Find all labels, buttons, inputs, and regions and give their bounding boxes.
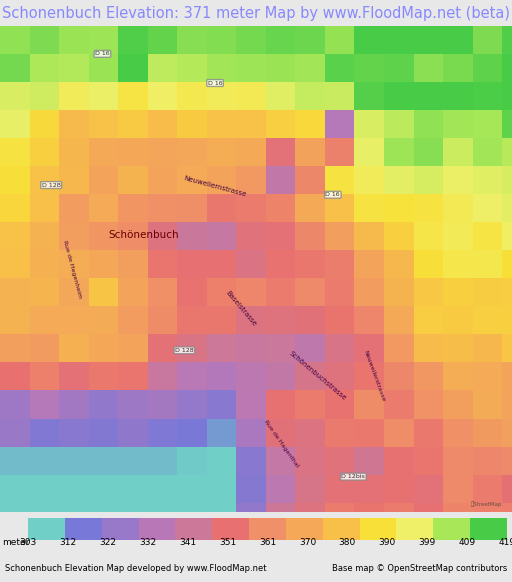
Text: Rue de Hegenheim: Rue de Hegenheim: [61, 240, 82, 299]
Text: 361: 361: [259, 538, 276, 547]
Text: 312: 312: [59, 538, 77, 547]
Bar: [212, 518, 249, 540]
Text: D 128: D 128: [175, 348, 194, 353]
Bar: [470, 518, 507, 540]
Text: Schönenbuchstrasse: Schönenbuchstrasse: [288, 350, 347, 402]
Bar: [139, 518, 176, 540]
Bar: [396, 518, 433, 540]
Text: 303: 303: [19, 538, 37, 547]
Bar: [433, 518, 470, 540]
Text: 370: 370: [299, 538, 316, 547]
Text: Schonenbuch Elevation: 371 meter Map by www.FloodMap.net (beta): Schonenbuch Elevation: 371 meter Map by …: [2, 6, 510, 20]
Text: D 12bis: D 12bis: [342, 474, 365, 479]
Text: 399: 399: [418, 538, 436, 547]
Bar: [249, 518, 286, 540]
Text: Neuweilerstrasse: Neuweilerstrasse: [362, 350, 386, 402]
Text: D 16: D 16: [208, 80, 222, 86]
Bar: [359, 518, 396, 540]
Text: Schönenbuch: Schönenbuch: [108, 230, 179, 240]
Text: 390: 390: [378, 538, 396, 547]
Text: 409: 409: [458, 538, 476, 547]
Text: Rue de Hagenthal: Rue de Hagenthal: [263, 420, 300, 469]
Text: meter: meter: [2, 538, 29, 547]
Bar: [102, 518, 139, 540]
Text: 380: 380: [338, 538, 356, 547]
Text: D 12B: D 12B: [41, 183, 61, 187]
Text: D 16: D 16: [95, 51, 110, 56]
Bar: [65, 518, 102, 540]
Text: 419: 419: [498, 538, 512, 547]
Text: Baselstrasse: Baselstrasse: [224, 289, 257, 327]
Text: Base map © OpenStreetMap contributors: Base map © OpenStreetMap contributors: [332, 563, 507, 573]
Text: D 16: D 16: [326, 192, 340, 197]
Bar: [28, 518, 65, 540]
Text: 351: 351: [219, 538, 236, 547]
Bar: [323, 518, 359, 540]
Bar: [286, 518, 323, 540]
Bar: [176, 518, 212, 540]
Text: 341: 341: [179, 538, 196, 547]
Text: 332: 332: [139, 538, 156, 547]
Text: Schonenbuch Elevation Map developed by www.FloodMap.net: Schonenbuch Elevation Map developed by w…: [5, 563, 267, 573]
Text: 🔍StreetMap: 🔍StreetMap: [470, 502, 502, 508]
Text: 322: 322: [99, 538, 116, 547]
Text: Neuweilernstrasse: Neuweilernstrasse: [183, 175, 247, 198]
